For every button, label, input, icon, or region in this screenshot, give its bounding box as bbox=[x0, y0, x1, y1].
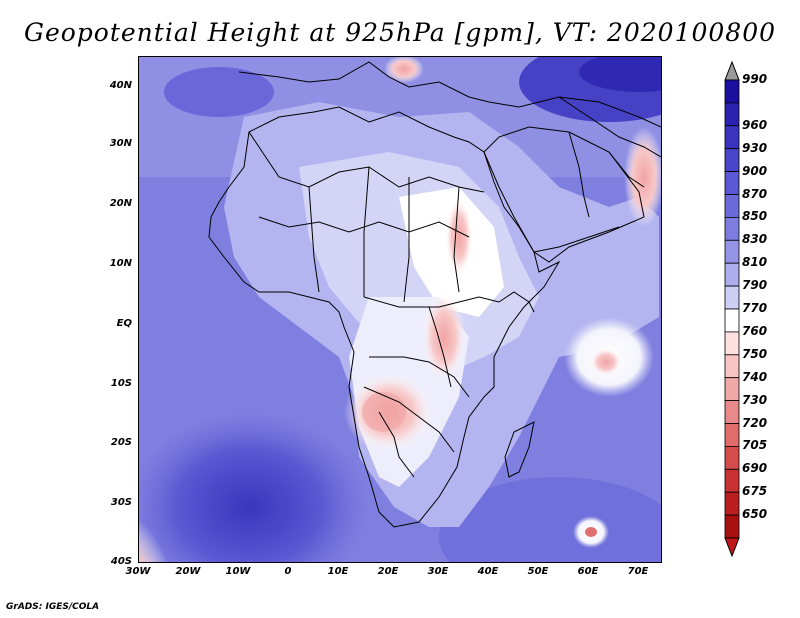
border-saudi bbox=[568, 131, 590, 218]
colorbar-box bbox=[724, 262, 740, 287]
colorbar-label: 810 bbox=[742, 255, 768, 270]
field-atlantic-low bbox=[164, 67, 274, 117]
border-central bbox=[363, 296, 500, 308]
lon-label-40e: 40E bbox=[477, 566, 499, 577]
lat-label-eq: EQ bbox=[116, 318, 132, 329]
colorbar-box bbox=[724, 445, 740, 470]
colorbar-label: 650 bbox=[742, 507, 768, 522]
coastlines bbox=[208, 61, 661, 528]
colorbar-label: 990 bbox=[742, 72, 768, 86]
field-sw-corner-low bbox=[139, 502, 179, 562]
colorbar-label: 930 bbox=[742, 140, 768, 155]
colorbar-label: 760 bbox=[742, 323, 768, 338]
colorbar-box bbox=[724, 377, 740, 402]
border-niger-chad bbox=[363, 166, 370, 297]
chart-title: Geopotential Height at 925hPa [gpm], VT:… bbox=[23, 18, 777, 47]
colorbar-box bbox=[724, 125, 740, 150]
colorbar-under-triangle bbox=[724, 537, 740, 558]
colorbar-box bbox=[724, 239, 740, 264]
colorbar-label: 675 bbox=[742, 484, 768, 499]
colorbar-label: 790 bbox=[742, 278, 768, 293]
field-balkans-low bbox=[384, 57, 424, 83]
colorbar-box bbox=[724, 331, 740, 356]
credit-text: GrADS: IGES/COLA bbox=[6, 602, 100, 612]
colorbar-label: 750 bbox=[742, 346, 768, 361]
border-botswana bbox=[378, 411, 415, 478]
colorbar-label: 870 bbox=[742, 186, 768, 201]
border-gulf bbox=[608, 151, 645, 188]
lon-label-70e: 70E bbox=[627, 566, 649, 577]
colorbar-label: 850 bbox=[742, 209, 768, 224]
border-chad-sudan bbox=[403, 177, 410, 303]
border-mali bbox=[308, 186, 320, 293]
lon-label-60e: 60E bbox=[577, 566, 599, 577]
map-svg bbox=[139, 57, 661, 562]
colorbar-box bbox=[724, 79, 740, 104]
colorbar-over-triangle bbox=[724, 60, 740, 81]
border-zambia bbox=[369, 356, 470, 398]
lat-label-30s: 30S bbox=[110, 497, 132, 508]
border-horn bbox=[498, 291, 535, 313]
lon-label-20w: 20W bbox=[175, 566, 201, 577]
lat-label-20s: 20S bbox=[110, 437, 132, 448]
colorbar-box bbox=[724, 285, 740, 310]
europe-coast bbox=[238, 61, 661, 128]
lon-label-10e: 10E bbox=[327, 566, 349, 577]
colorbar-box bbox=[724, 194, 740, 218]
colorbar-box bbox=[724, 148, 740, 172]
colorbar-box bbox=[724, 308, 740, 333]
arabia-coast bbox=[483, 126, 645, 263]
map-panel bbox=[138, 56, 662, 563]
border-southern bbox=[363, 386, 455, 453]
rift-lakes bbox=[428, 306, 452, 388]
colorbar-box bbox=[724, 216, 740, 241]
colorbar-label: 730 bbox=[742, 392, 768, 407]
field-asia-core bbox=[579, 57, 661, 92]
colorbar-box bbox=[724, 423, 740, 447]
madagascar-coast bbox=[504, 421, 535, 478]
lat-label-10s: 10S bbox=[110, 378, 132, 389]
field-rift-low bbox=[422, 292, 466, 382]
colorbar-box bbox=[724, 400, 740, 424]
field-indian-pink bbox=[590, 348, 622, 376]
colorbar-label: 960 bbox=[742, 117, 768, 132]
lat-label-10n: 10N bbox=[109, 258, 132, 269]
border-sudan-egypt bbox=[453, 186, 460, 293]
lon-label-50e: 50E bbox=[527, 566, 549, 577]
border-yemen bbox=[533, 226, 620, 253]
lat-label-40n: 40N bbox=[109, 80, 132, 91]
colorbar bbox=[724, 60, 740, 558]
colorbar-label: 705 bbox=[742, 438, 768, 453]
lat-label-20n: 20N bbox=[109, 198, 132, 209]
colorbar-box bbox=[724, 354, 740, 379]
colorbar-label: 720 bbox=[742, 415, 768, 430]
colorbar-box bbox=[724, 171, 740, 195]
field-south-atlantic-high bbox=[139, 412, 369, 562]
colorbar-label: 900 bbox=[742, 163, 768, 178]
colorbar-box bbox=[724, 491, 740, 516]
field-kalahari-core bbox=[362, 392, 406, 432]
colorbar-label: 740 bbox=[742, 369, 768, 384]
field-sudan-low bbox=[445, 197, 473, 277]
asia-coast bbox=[558, 96, 661, 158]
lon-label-0: 0 bbox=[284, 566, 292, 577]
lon-label-10w: 10W bbox=[225, 566, 251, 577]
colorbar-box bbox=[724, 514, 740, 539]
colorbar-box bbox=[724, 468, 740, 493]
colorbar-label: 770 bbox=[742, 301, 768, 315]
lon-label-20e: 20E bbox=[377, 566, 399, 577]
colorbar-label: 830 bbox=[742, 232, 768, 247]
field-south-indian-core bbox=[585, 527, 597, 537]
lat-label-40s: 40S bbox=[110, 556, 132, 567]
colorbar-box bbox=[724, 102, 740, 127]
lon-label-30w: 30W bbox=[125, 566, 151, 577]
colorbar-label: 690 bbox=[742, 461, 768, 476]
lat-label-30n: 30N bbox=[109, 138, 132, 149]
africa-coast bbox=[208, 106, 561, 528]
lon-label-30e: 30E bbox=[427, 566, 449, 577]
